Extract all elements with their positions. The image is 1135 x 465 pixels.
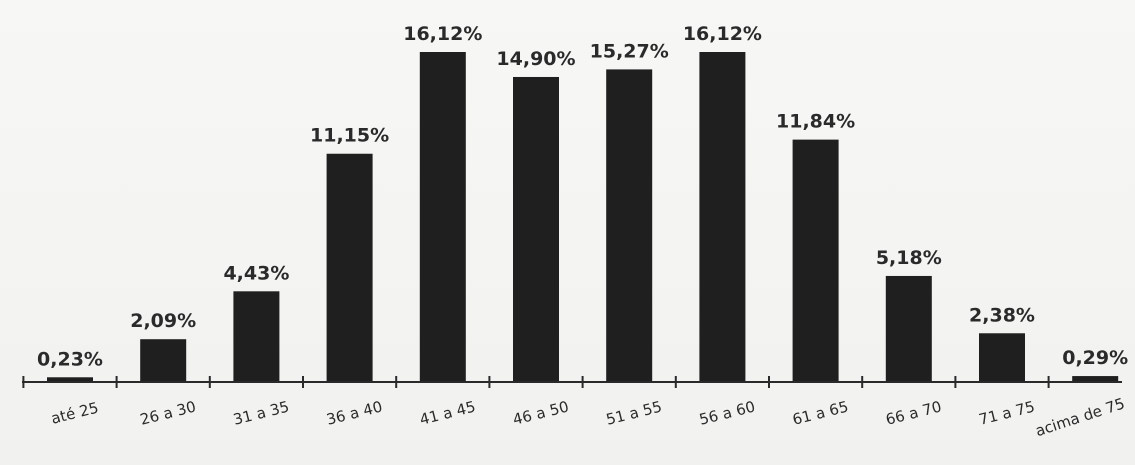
bar-value-label: 11,84% bbox=[776, 111, 855, 133]
bar-value-label: 11,15% bbox=[310, 125, 389, 147]
category-tick-label: 71 a 75 bbox=[977, 398, 1037, 429]
bar-7 bbox=[606, 69, 653, 382]
ticks-group bbox=[22, 376, 1050, 388]
category-tick-label: 41 a 45 bbox=[418, 398, 478, 429]
bar-1 bbox=[47, 377, 93, 382]
bar-value-label: 2,09% bbox=[130, 310, 196, 332]
tick-labels-group: até 25 26 a 30 31 a 35 36 a 40 41 a 45 46 a 5… bbox=[49, 394, 1127, 440]
bar-10 bbox=[885, 275, 932, 382]
category-tick-label: 56 a 60 bbox=[697, 398, 757, 429]
category-tick-label: 36 a 40 bbox=[325, 398, 385, 429]
category-tick-label: 51 a 55 bbox=[604, 398, 664, 429]
bar-value-label: 15,27% bbox=[590, 40, 669, 62]
bar-12 bbox=[1072, 376, 1119, 382]
bar-value-label: 0,29% bbox=[1062, 347, 1128, 369]
bar-11 bbox=[979, 333, 1025, 382]
bar-value-label: 2,38% bbox=[969, 304, 1035, 326]
category-tick-label: 31 a 35 bbox=[231, 398, 291, 429]
category-tick-label: 61 a 65 bbox=[791, 398, 851, 429]
bar-8 bbox=[699, 52, 746, 382]
bars-group bbox=[47, 52, 1119, 382]
bar-4 bbox=[326, 153, 373, 382]
bar-value-label: 14,90% bbox=[496, 48, 575, 70]
category-tick-label: 26 a 30 bbox=[138, 398, 198, 429]
category-tick-label: até 25 bbox=[49, 399, 100, 428]
category-tick-label: 66 a 70 bbox=[884, 398, 944, 429]
value-labels-group: 0,23% 2,09% 4,43% 11,15% 16,12% 14,90% 15,27% 1… bbox=[37, 23, 1128, 370]
bar-2 bbox=[140, 339, 187, 382]
bar-5 bbox=[419, 52, 466, 382]
bar-3 bbox=[233, 291, 280, 382]
category-tick-label: 46 a 50 bbox=[511, 398, 571, 429]
bar-value-label: 16,12% bbox=[683, 23, 762, 45]
bar-value-label: 16,12% bbox=[403, 23, 482, 45]
bar-value-label: 5,18% bbox=[876, 247, 942, 269]
bar-value-label: 0,23% bbox=[37, 348, 103, 370]
bar-6 bbox=[513, 76, 559, 382]
bar-value-label: 4,43% bbox=[223, 262, 289, 284]
category-tick-label: acima de 75 bbox=[1033, 394, 1127, 440]
bar-9 bbox=[792, 139, 839, 382]
